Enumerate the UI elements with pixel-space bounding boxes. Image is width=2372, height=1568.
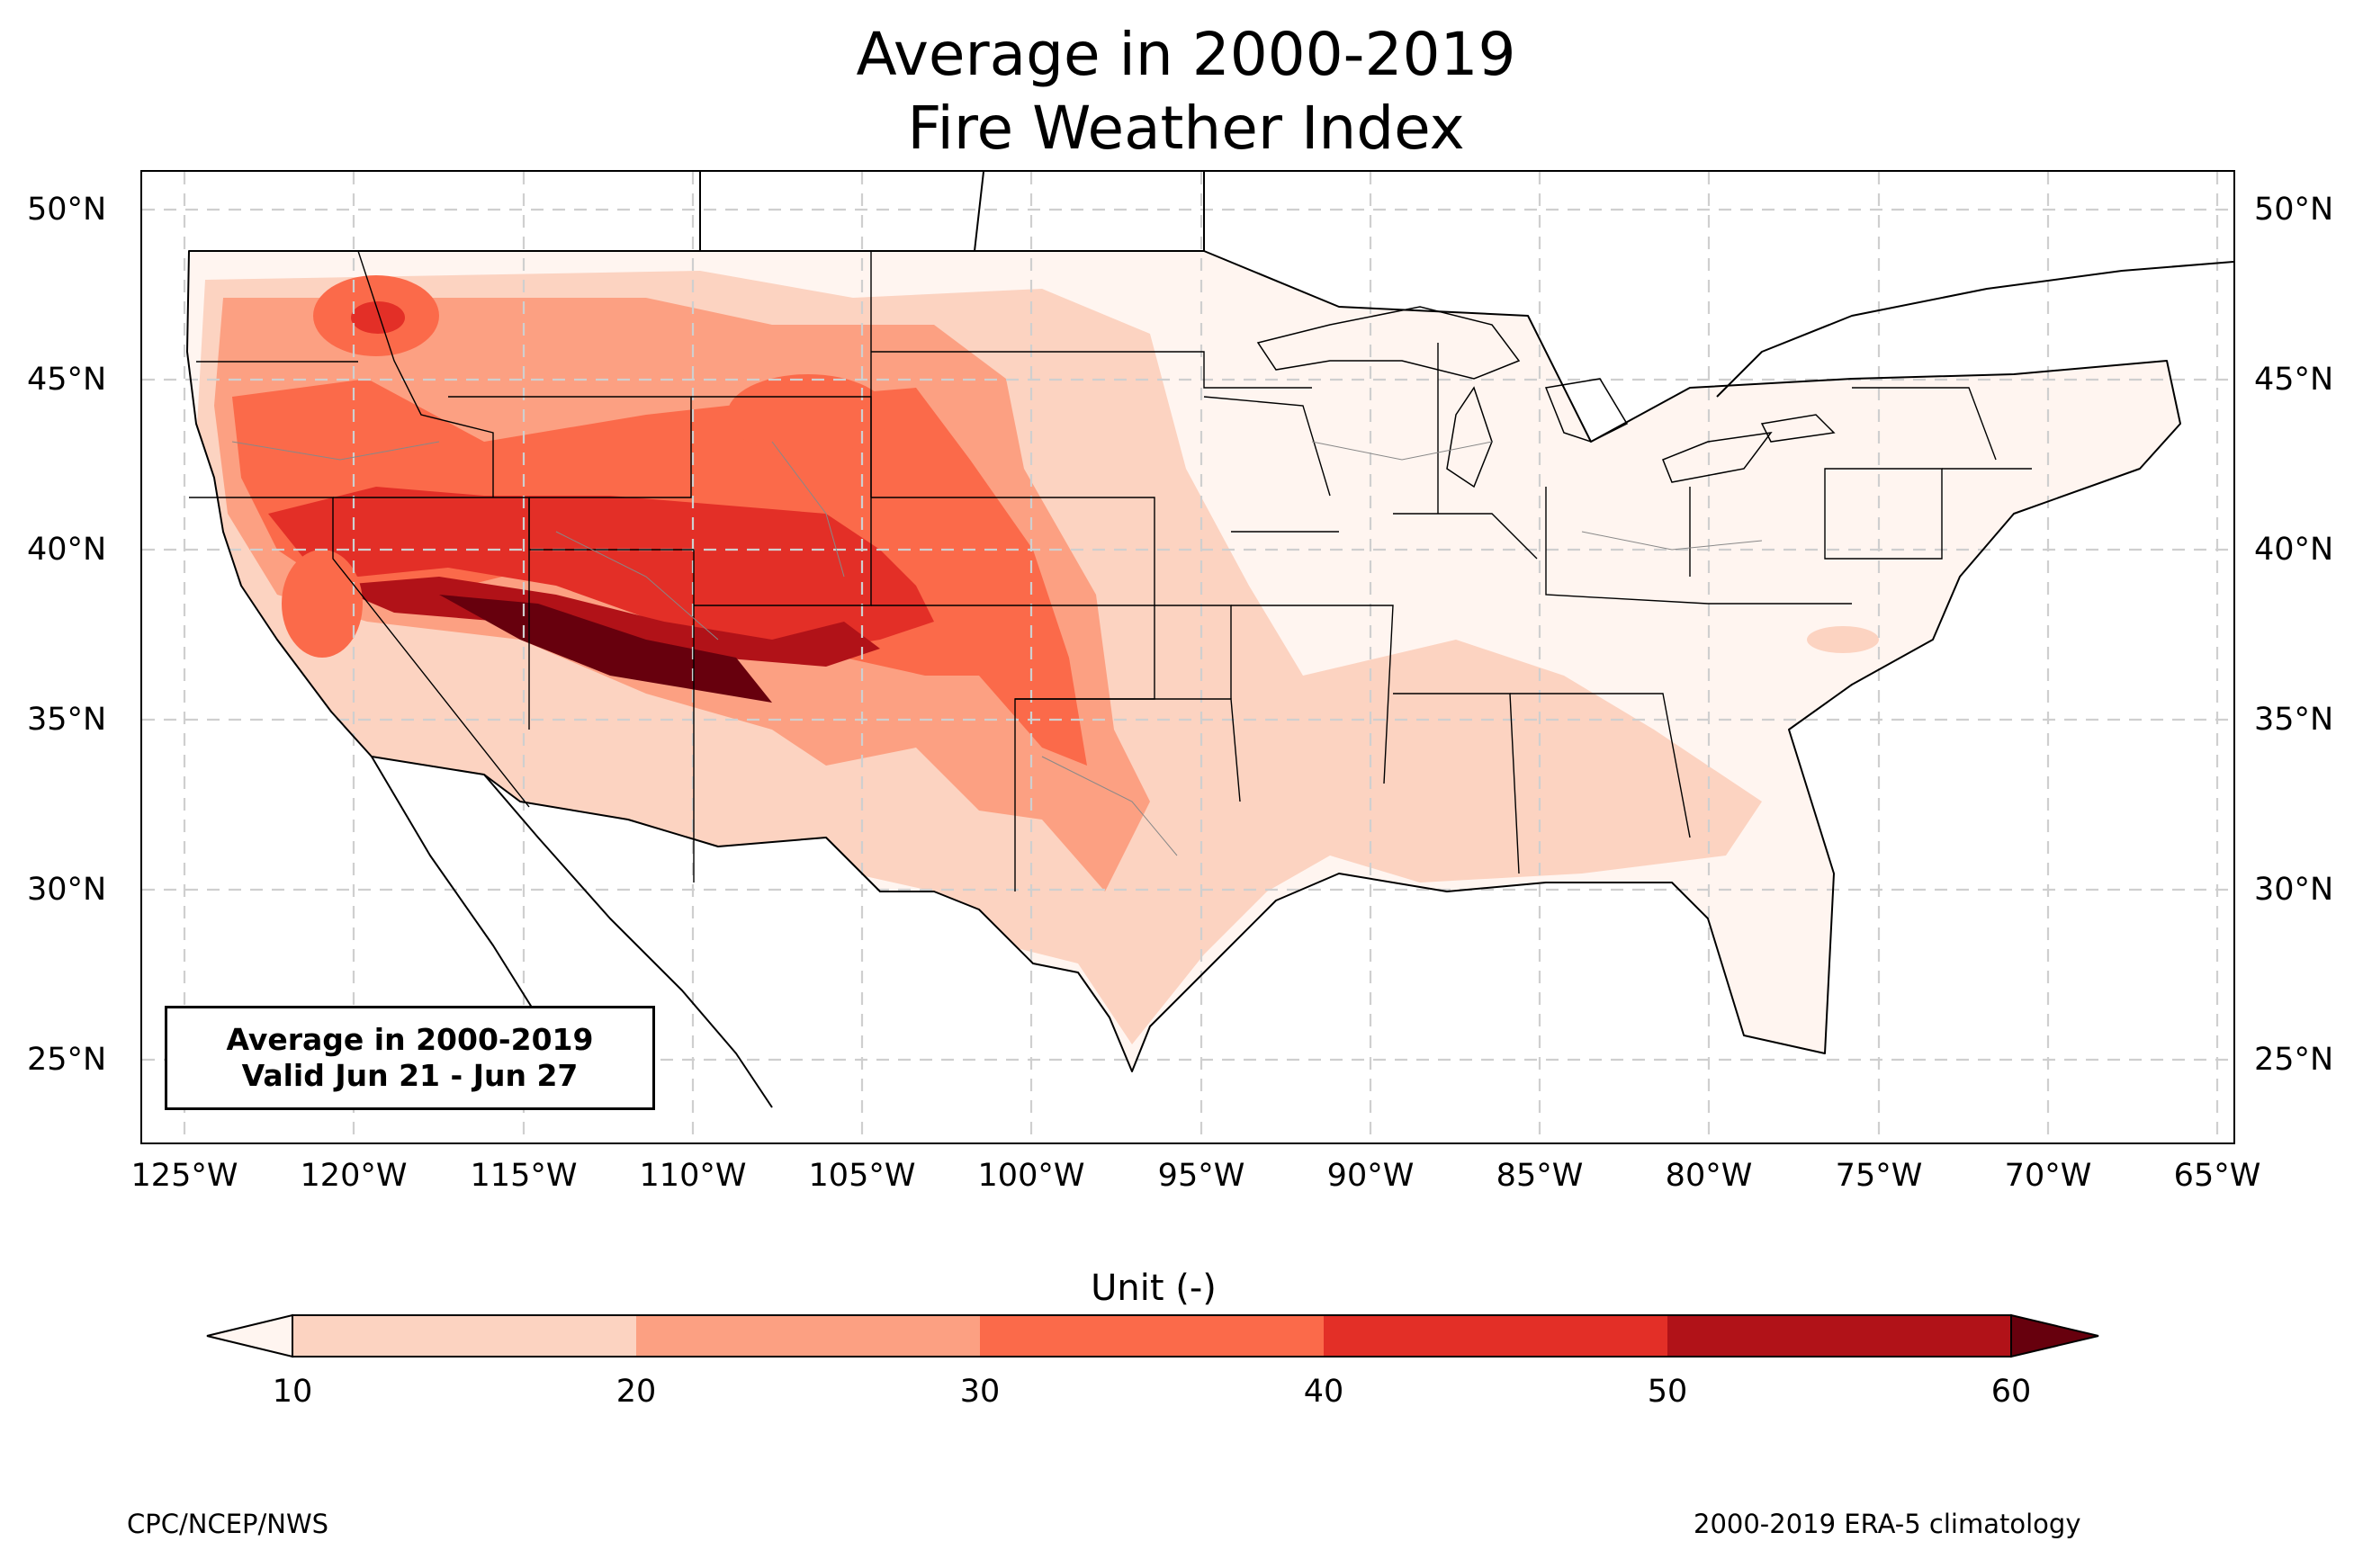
valid-period-box: Average in 2000-2019 Valid Jun 21 - Jun … (165, 1006, 655, 1110)
lon-tick: 100°W (977, 1158, 1085, 1194)
colorbar-segment-20-30 (636, 1315, 980, 1357)
lat-tick-left: 30°N (27, 872, 107, 908)
colorbar-segment-50-60 (1667, 1315, 2011, 1357)
lon-tick: 115°W (470, 1158, 578, 1194)
lon-tick: 110°W (639, 1158, 747, 1194)
lat-tick-right: 45°N (2254, 362, 2334, 398)
colorbar-over-arrow (2010, 1313, 2099, 1358)
map-title-line-1: Average in 2000-2019 (856, 20, 1516, 89)
colorbar-tick: 30 (959, 1374, 1001, 1410)
colorbar-segment-10-20 (292, 1315, 636, 1357)
lat-tick-left: 50°N (27, 192, 107, 228)
lon-tick: 85°W (1496, 1158, 1584, 1194)
colorbar-tick: 10 (272, 1374, 313, 1410)
lat-tick-right: 25°N (2254, 1042, 2334, 1078)
state-boundaries (189, 250, 2032, 892)
colorbar-segment-30-40 (980, 1315, 1324, 1357)
colorbar-label: Unit (-) (1091, 1268, 1217, 1309)
fwi-map (142, 172, 2233, 1142)
colorbar (206, 1313, 2099, 1358)
lon-tick: 120°W (300, 1158, 408, 1194)
lat-tick-left: 40°N (27, 532, 107, 568)
lat-tick-left: 35°N (27, 702, 107, 738)
lon-tick: 80°W (1665, 1158, 1753, 1194)
colorbar-tick: 50 (1647, 1374, 1688, 1410)
footer-source: 2000-2019 ERA-5 climatology (1694, 1509, 2081, 1539)
fwi-shading (187, 251, 2180, 1071)
great-lakes (1256, 306, 1836, 488)
county-boundaries (231, 441, 1763, 856)
lon-tick: 70°W (2004, 1158, 2092, 1194)
lat-tick-right: 40°N (2254, 532, 2334, 568)
map-title-line-2: Fire Weather Index (907, 94, 1465, 163)
lon-tick: 65°W (2173, 1158, 2261, 1194)
lat-tick-left: 45°N (27, 362, 107, 398)
colorbar-segment-40-50 (1324, 1315, 1667, 1357)
lat-tick-right: 30°N (2254, 872, 2334, 908)
lat-tick-right: 50°N (2254, 192, 2334, 228)
info-box-line-2: Valid Jun 21 - Jun 27 (241, 1058, 579, 1093)
lon-tick: 125°W (130, 1158, 238, 1194)
colorbar-outline (292, 1314, 2012, 1357)
footer-credit: CPC/NCEP/NWS (127, 1509, 329, 1539)
map-frame (140, 170, 2235, 1144)
lat-tick-left: 25°N (27, 1042, 107, 1078)
lat-tick-right: 35°N (2254, 702, 2334, 738)
lon-tick: 105°W (808, 1158, 916, 1194)
colorbar-tick: 40 (1303, 1374, 1344, 1410)
lon-tick: 75°W (1835, 1158, 1923, 1194)
colorbar-tick: 20 (615, 1374, 657, 1410)
colorbar-tick: 60 (1990, 1374, 2032, 1410)
lon-tick: 90°W (1326, 1158, 1415, 1194)
info-box-line-1: Average in 2000-2019 (226, 1022, 594, 1058)
colorbar-under-arrow (206, 1313, 293, 1358)
coastlines (186, 172, 2233, 1108)
lon-tick: 95°W (1157, 1158, 1245, 1194)
graticule (142, 172, 2233, 1142)
